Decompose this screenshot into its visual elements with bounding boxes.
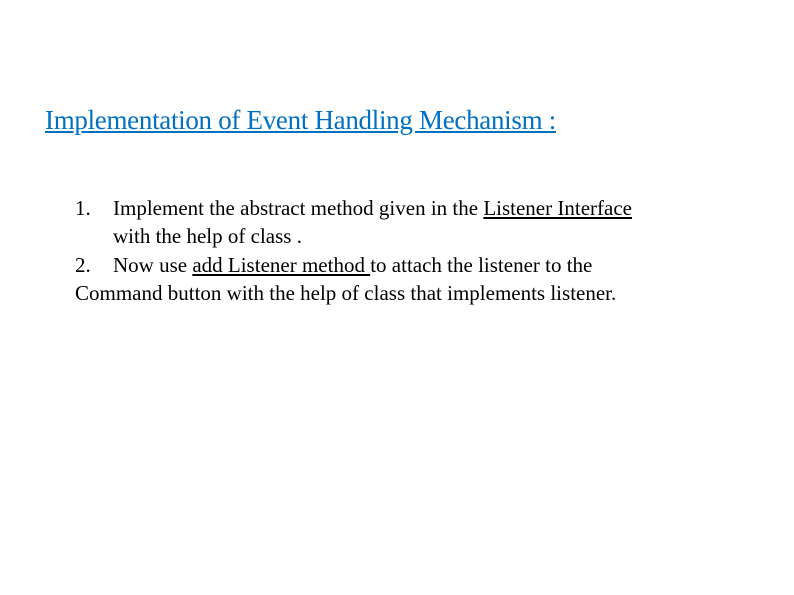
item-2-underlined: add Listener method [192,253,370,277]
content-area: 1.Implement the abstract method given in… [45,194,749,307]
item-1-line-2: with the help of class . [75,222,699,250]
list-marker-1: 1. [75,194,113,222]
slide-container: Implementation of Event Handling Mechani… [0,0,794,595]
slide-title: Implementation of Event Handling Mechani… [45,105,749,136]
list-marker-2: 2. [75,251,113,279]
item-2-text-after: to attach the listener to the [370,253,592,277]
list-item-2: 2.Now use add Listener method to attach … [75,251,699,279]
list-item-1: 1.Implement the abstract method given in… [75,194,699,251]
item-1-text-start: Implement the abstract method given in t… [113,196,483,220]
item-2-line-2: Command button with the help of class th… [75,279,699,307]
item-1-underlined: Listener Interface [483,196,632,220]
item-2-text-start: Now use [113,253,192,277]
